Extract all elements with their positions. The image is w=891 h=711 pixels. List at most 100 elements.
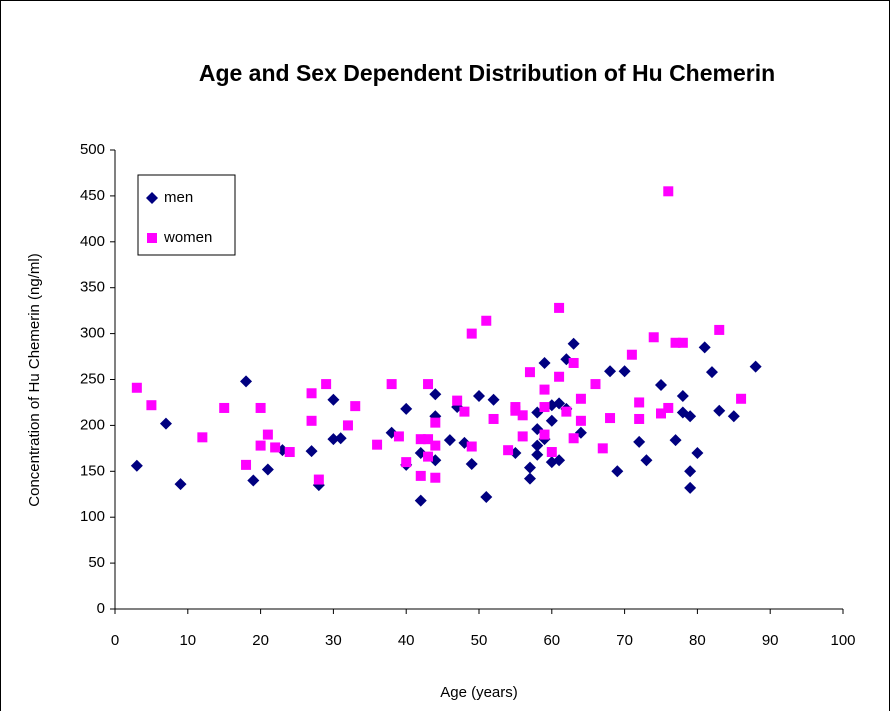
x-tick-label: 100 (830, 632, 855, 649)
point (517, 431, 528, 442)
point (284, 447, 295, 458)
point (443, 434, 456, 447)
point (130, 459, 143, 472)
point (146, 400, 157, 411)
point (677, 337, 688, 348)
point (539, 429, 550, 440)
y-tick-label: 100 (80, 508, 105, 525)
point (633, 435, 646, 448)
point (669, 434, 682, 447)
point (342, 420, 353, 431)
point (684, 465, 697, 478)
point (197, 432, 208, 443)
point (554, 371, 565, 382)
x-tick-label: 10 (179, 632, 196, 649)
point (219, 402, 230, 413)
point (575, 415, 586, 426)
point (430, 472, 441, 483)
y-tick-label: 200 (80, 416, 105, 433)
x-tick-label: 0 (111, 632, 119, 649)
point (567, 337, 580, 350)
point (539, 402, 550, 413)
point (452, 395, 463, 406)
point (350, 401, 361, 412)
point (423, 434, 434, 445)
point (568, 433, 579, 444)
point (727, 410, 740, 423)
x-tick-label: 40 (398, 632, 415, 649)
point (568, 357, 579, 368)
y-tick-label: 250 (80, 370, 105, 387)
point (262, 429, 273, 440)
point (517, 410, 528, 421)
point (554, 302, 565, 313)
point (473, 390, 485, 403)
point (648, 332, 659, 343)
point (749, 360, 762, 373)
point (240, 375, 253, 388)
point (131, 382, 142, 393)
y-tick-label: 0 (97, 600, 105, 617)
point (531, 448, 544, 461)
point (393, 431, 404, 442)
x-axis-label: Age (years) (440, 684, 518, 701)
point (270, 442, 281, 453)
point (386, 379, 397, 390)
y-tick-label: 50 (88, 554, 105, 571)
point (327, 393, 340, 406)
point (334, 432, 347, 445)
point (430, 440, 441, 451)
point (531, 439, 544, 452)
y-tick-label: 400 (80, 233, 105, 250)
point (736, 393, 747, 404)
point (655, 379, 667, 392)
point (611, 465, 624, 478)
point (306, 415, 317, 426)
point (488, 413, 499, 424)
point (423, 379, 434, 390)
point (626, 349, 637, 360)
point (640, 454, 653, 467)
point (255, 402, 266, 413)
point (415, 470, 426, 481)
point (261, 463, 274, 476)
point (684, 481, 697, 494)
point (465, 457, 478, 470)
point (423, 451, 434, 462)
x-tick-label: 80 (689, 632, 706, 649)
point (459, 406, 470, 417)
point (401, 457, 412, 468)
point (545, 414, 558, 427)
point (590, 379, 601, 390)
point (538, 356, 551, 369)
point (327, 433, 340, 446)
y-tick-label: 300 (80, 325, 105, 342)
point (698, 341, 711, 354)
x-tick-label: 60 (543, 632, 560, 649)
y-tick-label: 500 (80, 141, 105, 158)
point (430, 417, 441, 428)
point (663, 402, 674, 413)
point (400, 402, 413, 415)
point (714, 324, 725, 335)
point (670, 337, 681, 348)
point (241, 459, 252, 470)
point (313, 474, 324, 485)
point (597, 443, 608, 454)
point (684, 410, 697, 423)
point (691, 446, 704, 459)
y-tick-label: 150 (80, 462, 105, 479)
x-tick-label: 90 (762, 632, 779, 649)
point (159, 417, 172, 430)
point (618, 365, 631, 378)
point (466, 328, 477, 339)
point (676, 390, 689, 403)
point (553, 454, 566, 467)
point (247, 474, 260, 487)
point (561, 406, 572, 417)
point (306, 388, 317, 399)
legend-label: women (163, 229, 212, 246)
point (503, 445, 514, 456)
